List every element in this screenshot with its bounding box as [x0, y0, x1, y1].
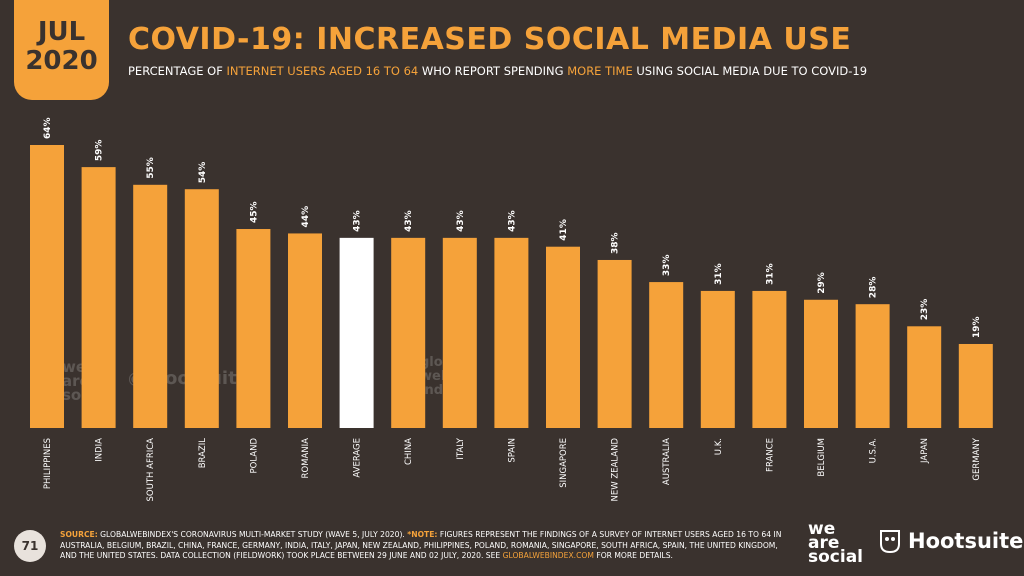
- category-label: CHINA: [404, 438, 414, 465]
- logo-line: we: [808, 519, 836, 539]
- value-label: 28%: [869, 277, 879, 299]
- value-label: 41%: [559, 219, 569, 241]
- watermark-line: web: [420, 369, 451, 384]
- bar-u-s-a: [855, 304, 890, 428]
- bar-france: [752, 290, 787, 428]
- subtitle-part: WHO REPORT SPENDING: [418, 64, 568, 78]
- value-label: 31%: [765, 263, 775, 285]
- category-label: SOUTH AFRICA: [146, 438, 156, 502]
- category-label: INDIA: [95, 438, 105, 462]
- watermark-line: we: [62, 358, 87, 376]
- category-label: BRAZIL: [198, 438, 208, 469]
- bar-australia: [649, 282, 684, 428]
- logo-line: are: [808, 533, 840, 553]
- bar-india: [81, 167, 116, 428]
- value-label: 43%: [456, 210, 466, 232]
- bar-china: [391, 237, 426, 428]
- category-label: PHILIPPINES: [43, 438, 53, 489]
- value-label: 54%: [198, 162, 208, 184]
- bar-italy: [442, 237, 477, 428]
- page-title: COVID-19: INCREASED SOCIAL MEDIA USE: [128, 22, 852, 57]
- date-year: 2020: [25, 46, 98, 76]
- category-label: POLAND: [249, 438, 259, 474]
- we-are-social-logo: we are social: [808, 519, 864, 567]
- category-label: GERMANY: [972, 437, 982, 480]
- subtitle-part: PERCENTAGE OF: [128, 64, 227, 78]
- bar-brazil: [184, 189, 219, 428]
- value-label: 43%: [507, 210, 517, 232]
- value-label: 59%: [95, 140, 105, 162]
- hootsuite-logo-text: Hootsuite: [908, 529, 1024, 553]
- bar-belgium: [804, 299, 838, 428]
- page-number: 71: [14, 530, 46, 562]
- subtitle-part: USING SOCIAL MEDIA DUE TO COVID-19: [632, 64, 868, 78]
- bar-u-k: [700, 290, 735, 428]
- bar-japan: [907, 326, 942, 428]
- bar-spain: [494, 237, 529, 428]
- category-label: AUSTRALIA: [662, 438, 672, 485]
- category-label: U.S.A.: [869, 438, 879, 463]
- source-label: SOURCE:: [60, 530, 98, 539]
- owl-icon: [880, 530, 900, 554]
- value-label: 38%: [611, 232, 621, 254]
- bar-chart: 64% PHILIPPINES 59% INDIA 55% SOUTH AFRICA 54%…: [30, 117, 993, 502]
- category-label: NEW ZEALAND: [611, 438, 621, 502]
- value-label: 31%: [714, 263, 724, 285]
- value-label: 45%: [249, 201, 259, 223]
- subtitle-highlight-age: INTERNET USERS AGED 16 TO 64: [226, 64, 419, 78]
- source-link[interactable]: GLOBALWEBINDEX.COM: [502, 551, 594, 560]
- bar-south-africa: [133, 184, 168, 428]
- date-month: JUL: [37, 17, 86, 47]
- category-label: AVERAGE: [353, 438, 363, 478]
- bar-romania: [288, 233, 322, 428]
- bar-average: [339, 237, 374, 428]
- category-label: BELGIUM: [817, 438, 827, 477]
- value-label: 19%: [972, 316, 982, 338]
- value-label: 23%: [920, 299, 930, 321]
- category-label: SINGAPORE: [559, 438, 569, 488]
- category-label: U.K.: [714, 438, 724, 455]
- note-label: *NOTE:: [407, 530, 438, 539]
- page-subtitle: PERCENTAGE OF INTERNET USERS AGED 16 TO …: [128, 64, 867, 78]
- bar-singapore: [546, 246, 580, 428]
- bar-philippines: [30, 145, 64, 428]
- bar-germany: [958, 343, 993, 428]
- value-label: 44%: [301, 206, 311, 228]
- value-label: 64%: [43, 117, 53, 139]
- logo-line: social: [808, 547, 864, 567]
- category-label: JAPAN: [920, 438, 930, 464]
- footer-source: SOURCE: GLOBALWEBINDEX'S CORONAVIRUS MUL…: [60, 530, 795, 562]
- hootsuite-logo: Hootsuite®: [878, 528, 1024, 554]
- tail-text: FOR MORE DETAILS.: [593, 551, 673, 560]
- category-label: FRANCE: [765, 438, 775, 472]
- value-label: 33%: [662, 255, 672, 277]
- value-label: 29%: [817, 272, 827, 294]
- subtitle-highlight-more-time: MORE TIME: [567, 64, 633, 78]
- date-badge: JUL 2020: [14, 0, 109, 100]
- category-label: ITALY: [456, 437, 466, 459]
- value-label: 43%: [404, 210, 414, 232]
- category-label: SPAIN: [507, 438, 517, 463]
- value-label: 43%: [353, 210, 363, 232]
- category-label: ROMANIA: [301, 438, 311, 479]
- note-text: FIGURES REPRESENT THE FINDINGS OF A SURV…: [60, 530, 782, 560]
- bar-new-zealand: [597, 259, 632, 428]
- value-label: 55%: [146, 157, 156, 179]
- source-text: GLOBALWEBINDEX'S CORONAVIRUS MULTI-MARKE…: [97, 530, 408, 539]
- bar-poland: [236, 229, 271, 428]
